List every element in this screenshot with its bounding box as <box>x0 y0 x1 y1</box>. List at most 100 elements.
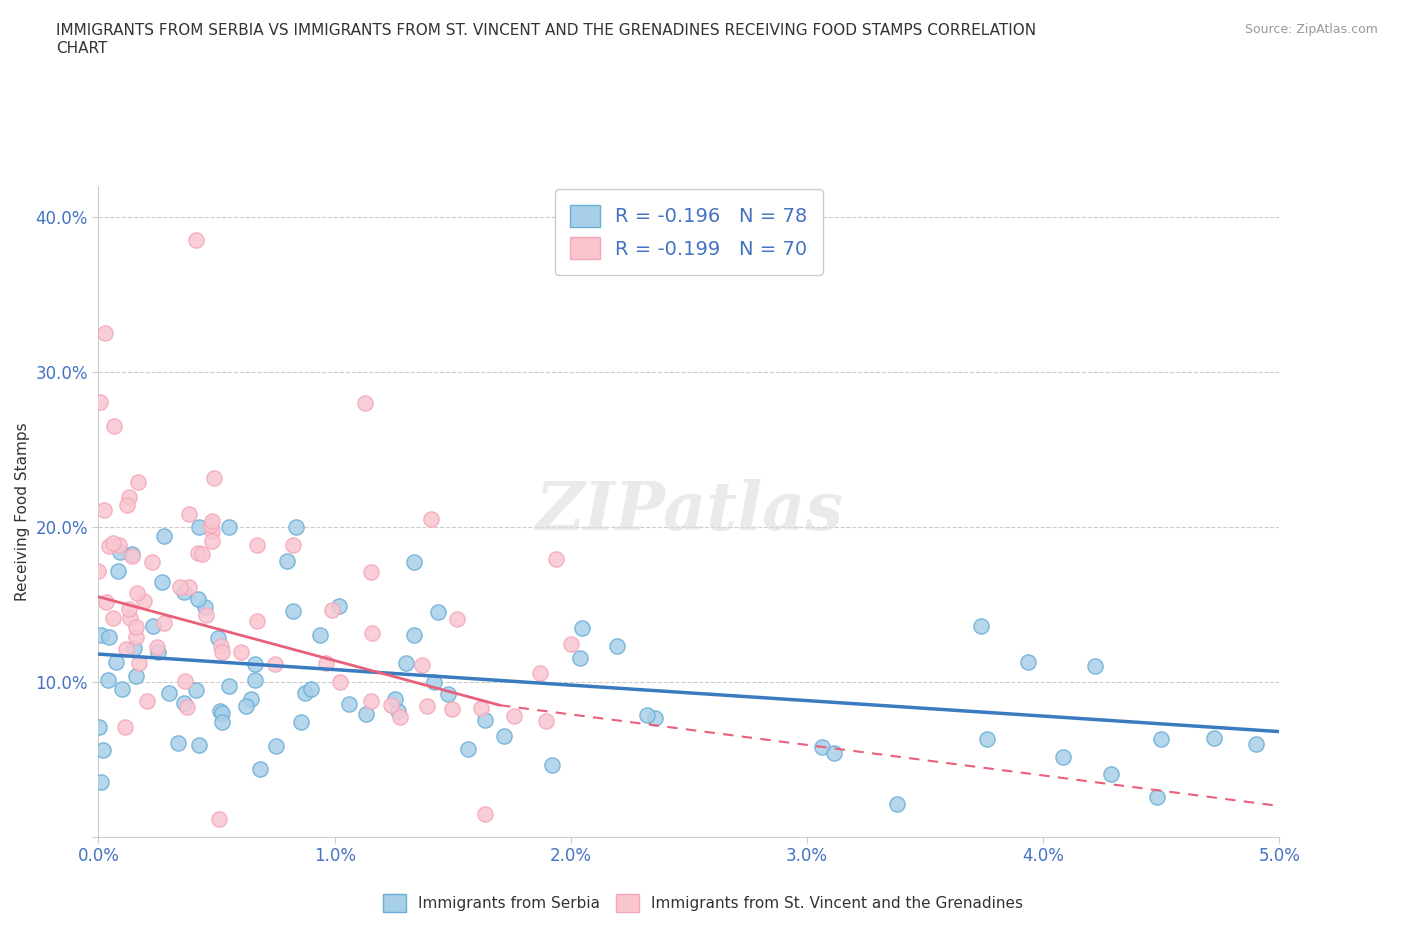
Point <box>470 700 492 715</box>
Point <box>301 681 323 696</box>
Point <box>90 774 112 789</box>
Point <box>329 674 352 689</box>
Point <box>177 507 200 522</box>
Point <box>150 575 173 590</box>
Point <box>208 812 231 827</box>
Point <box>560 636 582 651</box>
Point <box>544 551 567 566</box>
Point <box>886 797 908 812</box>
Point <box>245 673 267 688</box>
Point <box>146 639 169 654</box>
Point <box>426 604 449 619</box>
Point <box>166 736 188 751</box>
Point <box>284 520 307 535</box>
Point <box>218 679 240 694</box>
Point <box>353 395 375 410</box>
Point <box>404 628 426 643</box>
Point <box>474 807 496 822</box>
Legend: Immigrants from Serbia, Immigrants from St. Vincent and the Grenadines: Immigrants from Serbia, Immigrants from … <box>377 888 1029 918</box>
Point <box>1150 731 1173 746</box>
Point <box>360 693 382 708</box>
Point <box>416 698 439 713</box>
Point <box>606 638 628 653</box>
Point <box>173 696 195 711</box>
Point <box>97 672 120 687</box>
Legend: R = -0.196   N = 78, R = -0.199   N = 70: R = -0.196 N = 78, R = -0.199 N = 70 <box>555 189 823 275</box>
Point <box>1084 658 1107 673</box>
Point <box>187 546 209 561</box>
Point <box>644 711 666 725</box>
Point <box>494 728 516 743</box>
Point <box>142 619 165 634</box>
Point <box>96 594 118 609</box>
Point <box>211 715 233 730</box>
Point <box>184 682 207 697</box>
Point <box>121 547 143 562</box>
Point <box>811 739 834 754</box>
Point <box>132 594 155 609</box>
Point <box>141 555 163 570</box>
Point <box>315 656 337 671</box>
Point <box>360 565 382 579</box>
Point <box>446 612 468 627</box>
Point <box>118 602 141 617</box>
Point <box>249 762 271 777</box>
Point <box>441 702 464 717</box>
Point <box>264 657 287 671</box>
Point <box>128 656 150 671</box>
Point <box>294 685 316 700</box>
Point <box>328 599 350 614</box>
Point <box>187 520 209 535</box>
Point <box>281 538 304 552</box>
Point <box>108 544 131 559</box>
Point <box>502 709 524 724</box>
Point <box>194 607 217 622</box>
Point <box>125 586 148 601</box>
Text: ZIPatlas: ZIPatlas <box>536 479 842 544</box>
Point <box>207 631 229 645</box>
Point <box>218 520 240 535</box>
Point <box>276 553 298 568</box>
Point <box>529 665 551 680</box>
Point <box>111 681 134 696</box>
Point <box>201 513 224 528</box>
Point <box>90 628 112 643</box>
Point <box>157 685 180 700</box>
Point <box>422 674 444 689</box>
Point <box>1146 790 1168 804</box>
Point <box>93 742 115 757</box>
Point <box>245 614 267 629</box>
Point <box>211 705 233 720</box>
Point <box>211 644 233 659</box>
Point <box>308 627 330 642</box>
Point <box>98 630 121 644</box>
Point <box>395 656 418 671</box>
Point <box>402 555 425 570</box>
Point <box>208 704 231 719</box>
Point <box>121 549 143 564</box>
Point <box>176 699 198 714</box>
Point <box>146 644 169 659</box>
Point <box>245 537 267 551</box>
Point <box>153 528 176 543</box>
Point <box>202 471 225 485</box>
Point <box>239 692 262 707</box>
Point <box>127 474 149 489</box>
Point <box>124 669 146 684</box>
Point <box>173 585 195 600</box>
Point <box>1244 736 1267 751</box>
Point <box>420 512 443 526</box>
Point <box>97 538 120 553</box>
Point <box>388 710 411 724</box>
Point <box>235 698 257 713</box>
Point <box>229 644 252 659</box>
Point <box>540 758 562 773</box>
Point <box>474 713 496 728</box>
Point <box>1099 767 1122 782</box>
Point <box>200 518 222 533</box>
Point <box>115 498 138 512</box>
Point <box>281 604 304 618</box>
Point <box>568 650 591 665</box>
Point <box>361 626 384 641</box>
Point <box>201 524 224 538</box>
